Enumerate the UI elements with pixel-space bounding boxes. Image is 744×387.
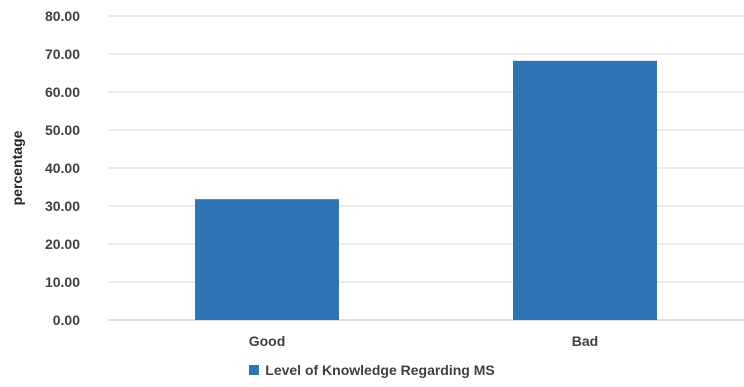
- y-tick-labels: 0.00 10.00 20.00 30.00 40.00 50.00 60.00 70.00 8…: [45, 8, 80, 328]
- x-tick-label: Bad: [572, 333, 598, 349]
- y-tick-label: 10.00: [45, 274, 80, 290]
- x-tick-labels: Good Bad: [249, 333, 599, 349]
- y-tick-label: 50.00: [45, 122, 80, 138]
- bar-good: [195, 199, 339, 320]
- legend: Level of Knowledge Regarding MS: [0, 362, 744, 378]
- bar-bad: [513, 60, 657, 321]
- y-axis-title: percentage: [9, 130, 25, 205]
- y-tick-label: 20.00: [45, 236, 80, 252]
- y-tick-label: 40.00: [45, 160, 80, 176]
- x-tick-label: Good: [249, 333, 286, 349]
- legend-label: Level of Knowledge Regarding MS: [265, 362, 495, 378]
- bars: [195, 60, 657, 321]
- y-tick-label: 80.00: [45, 8, 80, 24]
- y-tick-label: 60.00: [45, 84, 80, 100]
- y-tick-label: 70.00: [45, 46, 80, 62]
- legend-swatch: [249, 365, 260, 375]
- y-tick-label: 30.00: [45, 198, 80, 214]
- y-tick-label: 0.00: [53, 312, 80, 328]
